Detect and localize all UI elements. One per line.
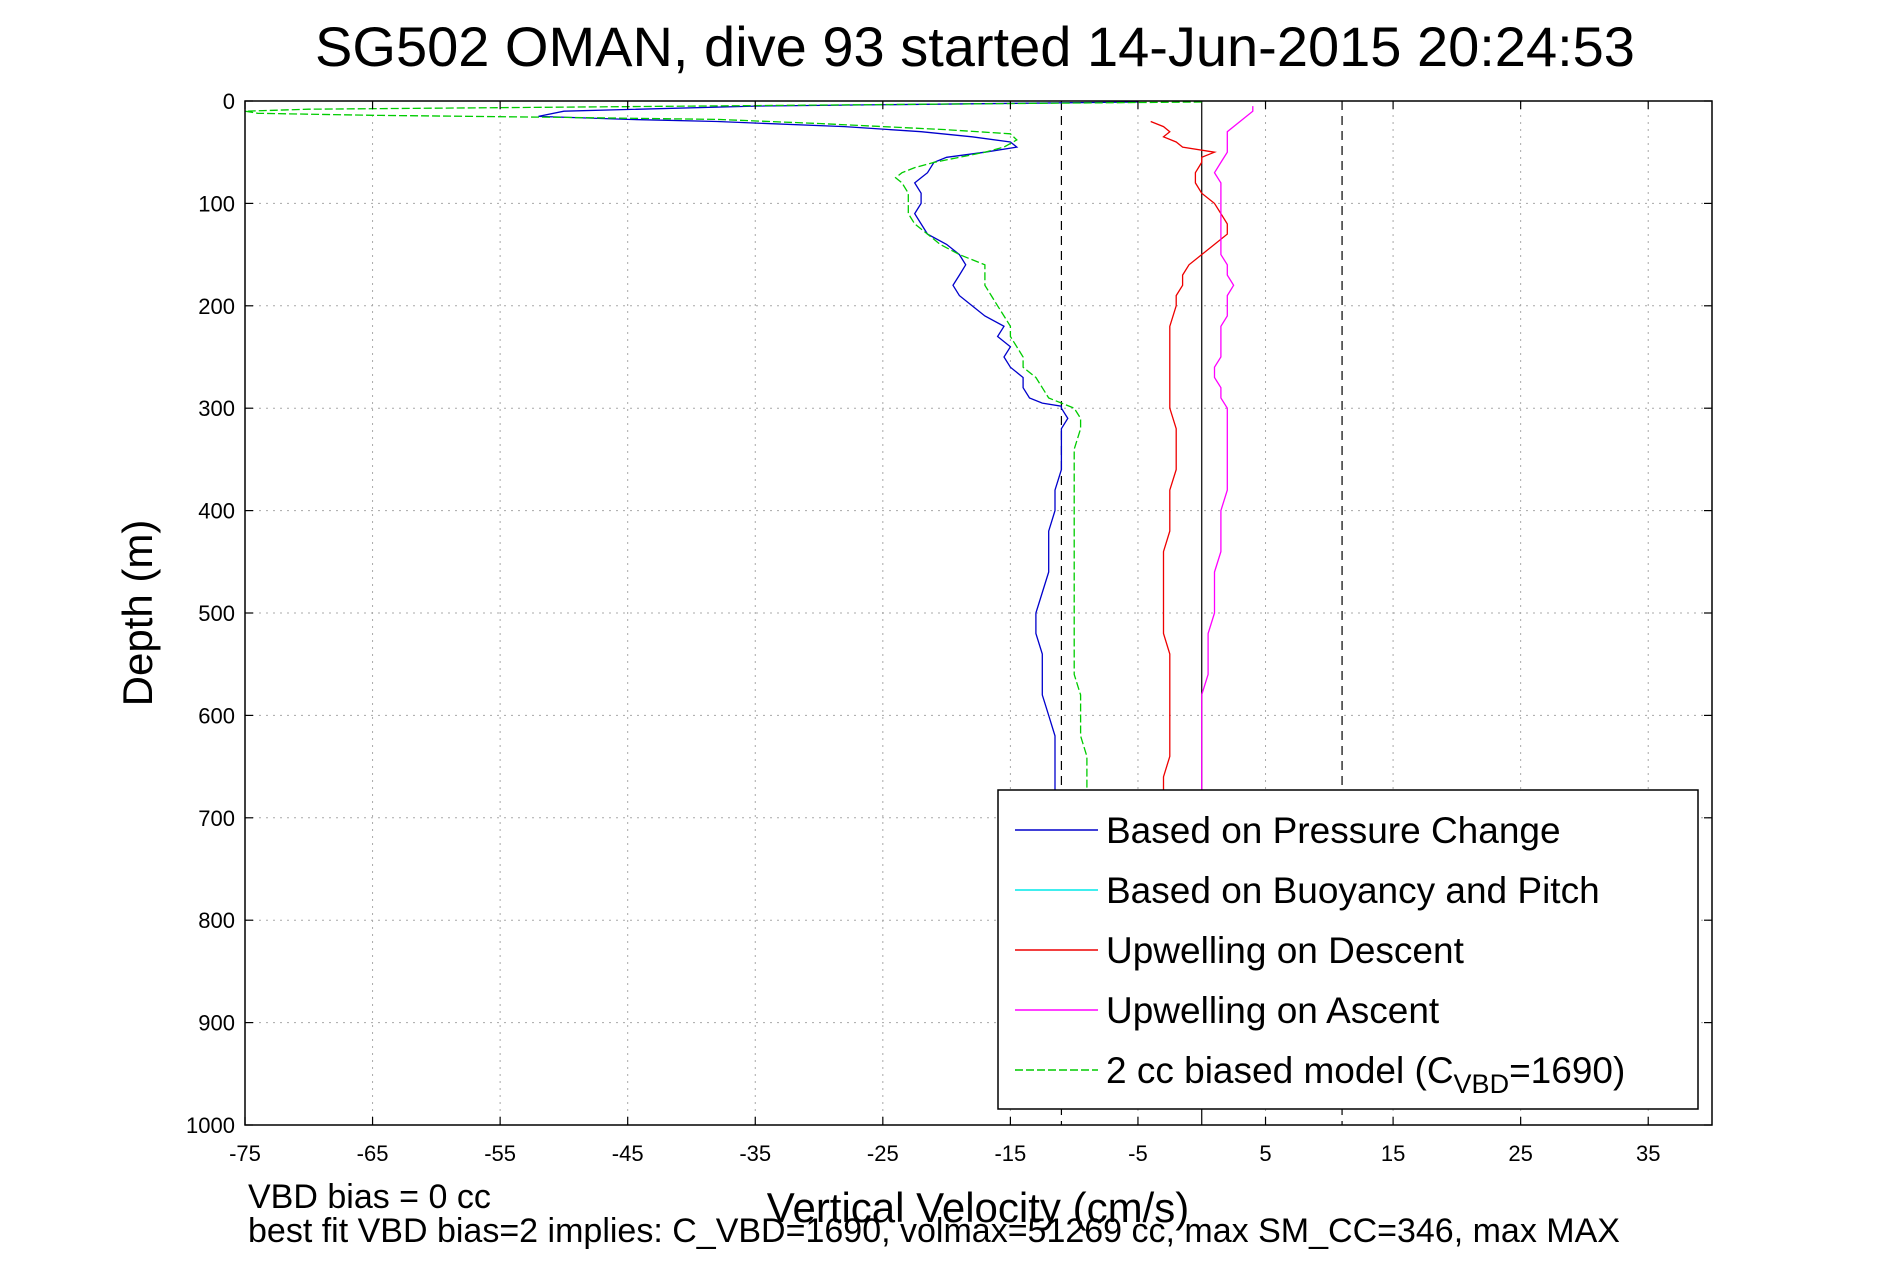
x-tick-label: 35 bbox=[1636, 1141, 1660, 1166]
x-tick-label: -55 bbox=[484, 1141, 516, 1166]
x-tick-label: -45 bbox=[612, 1141, 644, 1166]
y-tick-label: 0 bbox=[223, 89, 235, 114]
y-tick-label: 800 bbox=[198, 908, 235, 933]
x-axis-ticks: -75 -65 -55 -45 -35 -25 -15 -5 5 15 25 35 bbox=[229, 101, 1660, 1166]
series-line-0 bbox=[538, 101, 1139, 808]
x-tick-label: -25 bbox=[867, 1141, 899, 1166]
y-axis-ticks: 0 100 200 300 400 500 600 700 800 900 1000 bbox=[186, 89, 1712, 1138]
x-tick-label: -75 bbox=[229, 1141, 261, 1166]
y-tick-label: 300 bbox=[198, 396, 235, 421]
y-tick-label: 1000 bbox=[186, 1113, 235, 1138]
legend-label-2: Upwelling on Descent bbox=[1106, 930, 1465, 971]
y-tick-label: 400 bbox=[198, 499, 235, 524]
legend-label-3: Upwelling on Ascent bbox=[1106, 990, 1440, 1031]
y-tick-label: 100 bbox=[198, 191, 235, 216]
grid bbox=[245, 101, 1712, 1125]
best-fit-note: best fit VBD bias=2 implies: C_VBD=1690,… bbox=[248, 1212, 1620, 1250]
y-tick-label: 200 bbox=[198, 294, 235, 319]
legend-label-4: 2 cc biased model (CVBD=1690) bbox=[1106, 1050, 1625, 1099]
data-series bbox=[244, 101, 1254, 808]
vbd-bias-note: VBD bias = 0 cc bbox=[248, 1178, 491, 1216]
y-tick-label: 600 bbox=[198, 703, 235, 728]
legend-items: Based on Pressure Change Based on Buoyanc… bbox=[1015, 810, 1625, 1099]
legend-label-1: Based on Buoyancy and Pitch bbox=[1106, 870, 1600, 911]
x-axis-label: Vertical Velocity (cm/s) bbox=[767, 1184, 1189, 1231]
y-axis-label: Depth (m) bbox=[114, 520, 161, 707]
y-tick-label: 700 bbox=[198, 806, 235, 831]
chart-title: SG502 OMAN, dive 93 started 14-Jun-2015 … bbox=[315, 15, 1635, 78]
legend-box bbox=[997, 789, 1699, 1110]
y-tick-label: 500 bbox=[198, 601, 235, 626]
series-line-2 bbox=[1150, 120, 1228, 808]
x-tick-label: -5 bbox=[1128, 1141, 1148, 1166]
series-line-3 bbox=[1201, 106, 1254, 808]
x-tick-label: 5 bbox=[1259, 1141, 1271, 1166]
y-tick-label: 900 bbox=[198, 1011, 235, 1036]
x-tick-label: -15 bbox=[994, 1141, 1026, 1166]
x-tick-label: -35 bbox=[739, 1141, 771, 1166]
x-tick-label: 15 bbox=[1381, 1141, 1405, 1166]
x-tick-label: 25 bbox=[1508, 1141, 1532, 1166]
x-tick-label: -65 bbox=[357, 1141, 389, 1166]
legend-label-0: Based on Pressure Change bbox=[1106, 810, 1561, 851]
legend: Based on Pressure Change Based on Buoyanc… bbox=[997, 789, 1699, 1110]
series-line-4 bbox=[244, 101, 1202, 808]
